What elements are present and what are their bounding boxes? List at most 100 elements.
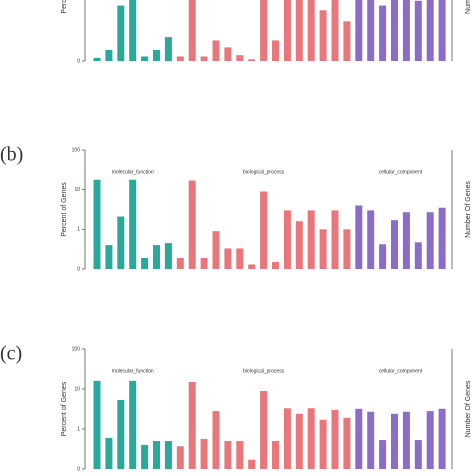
bar [391,220,398,269]
bar [200,257,208,269]
bar [391,0,398,61]
bar [343,417,351,469]
bar [402,0,410,62]
bar [414,0,422,62]
bar [141,444,149,469]
bar [153,441,160,469]
bar [260,191,268,269]
bar [367,210,375,269]
panel-label: (b) [0,144,23,166]
bar [426,0,434,62]
bar [402,411,410,469]
bar [164,243,172,269]
bar [164,37,172,61]
group-label: biological_process [243,368,285,374]
y2-axis-label: Number Of Genes [465,380,472,437]
bar [331,409,339,469]
bar [319,229,327,269]
bar [260,391,268,469]
group-label: molecular_function [112,169,154,175]
bar [438,0,446,62]
bar [212,411,220,469]
bar [307,210,315,269]
bar [93,57,101,61]
bar [93,380,101,469]
bar [438,408,446,469]
bar [367,411,375,469]
bar [141,56,149,61]
bar [212,40,220,61]
bar [391,413,398,469]
bar [295,221,303,269]
y2-axis-label: Number Of Genes [465,181,472,238]
bar [379,244,387,269]
bar [153,245,160,269]
bar [319,10,327,61]
y-tick-label: 0 [77,58,80,64]
bar [188,180,196,269]
group-label: biological_process [243,169,285,175]
y-tick-label: 10 [74,187,80,193]
bar [283,408,291,469]
bar [188,0,196,62]
bar [117,216,125,269]
bar [319,419,327,469]
y-tick-label: 1 [77,227,80,233]
y-tick-label: 0 [77,466,80,472]
bar [188,381,196,469]
bar [379,5,387,62]
group-label: molecular_function [112,368,154,374]
bar [224,441,232,469]
bar [176,257,184,269]
bar [236,441,244,469]
bar [272,40,279,61]
y2-axis-label: Number [465,0,472,14]
bar [236,55,244,61]
bar [283,0,291,62]
bar [105,49,113,61]
bar [200,56,208,61]
group-label: cellular_component [379,368,423,374]
bar [129,0,137,62]
y-tick-label: 100 [72,147,81,153]
y-tick-label: 10 [74,386,80,392]
bar [343,21,351,61]
bar [105,437,113,469]
bar [129,179,137,269]
bar [224,248,232,269]
bar [295,413,303,469]
bar [343,229,351,269]
y-tick-label: 0 [77,266,80,272]
bar [295,0,303,62]
bar [355,0,363,62]
bar [200,439,208,469]
bar [367,0,375,62]
bar [331,210,339,269]
bar [402,212,410,269]
y-axis-label: Percent of Genes [61,381,68,436]
bar [248,59,256,61]
bar [307,0,315,62]
bar [379,440,387,469]
bar [414,440,422,469]
bar [438,207,446,269]
bar [331,0,339,62]
bar [176,56,184,61]
bar [355,408,363,469]
bar [307,408,315,469]
bar [414,242,422,269]
bar [117,400,125,469]
bar [141,257,149,269]
bar [248,264,256,269]
bar [117,5,125,62]
bar [224,47,232,61]
bar [426,212,434,269]
bar [212,231,220,269]
bar [272,262,279,269]
bar [105,245,113,269]
bar [153,49,160,61]
y-axis-label: Percent [61,0,68,14]
y-tick-label: 100 [72,346,81,352]
bar [355,205,363,269]
